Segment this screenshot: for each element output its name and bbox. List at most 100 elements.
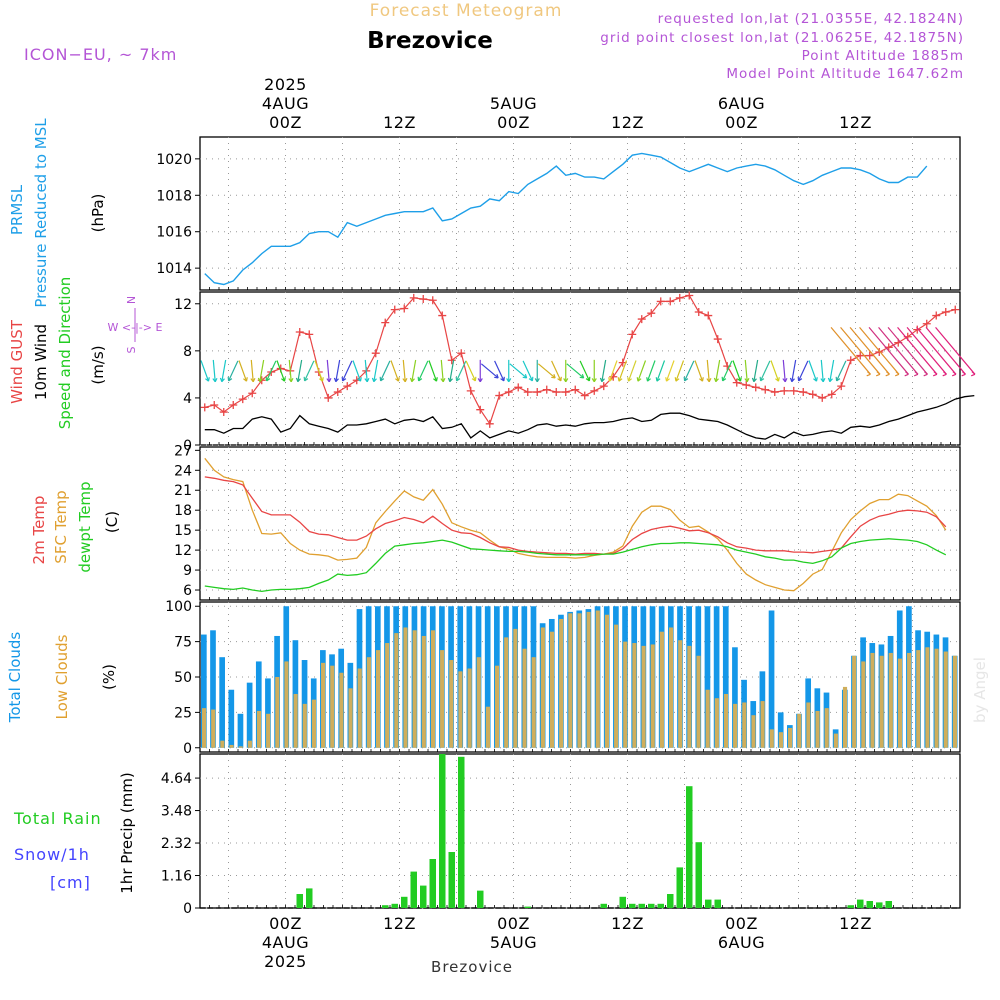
gust-marker (390, 305, 399, 314)
total-cloud-bar (219, 657, 225, 748)
rain-bar (458, 756, 465, 908)
wind-arrow (916, 326, 957, 375)
wind-arrow-head (797, 376, 803, 382)
wind-arrow-head (636, 377, 642, 382)
wind-arrow-head (579, 373, 585, 379)
wind-arrow (770, 360, 780, 382)
gust-marker (827, 390, 836, 399)
y-tick-label: 12 (174, 543, 192, 559)
low-cloud-bar (751, 715, 756, 748)
gust-marker (523, 388, 532, 397)
wind-arrow (753, 359, 759, 382)
wind-ylabel: (m/s) (89, 345, 107, 384)
wind-arrow-head (477, 378, 483, 383)
wind-arrow (627, 360, 637, 382)
low-cloud-bar (467, 668, 472, 748)
requested-coords: requested lon,lat (21.0355E, 42.1824N) (658, 11, 964, 27)
y-tick-label: 1018 (156, 188, 192, 204)
gust-marker (219, 408, 228, 417)
rain-bar (420, 885, 427, 908)
rain-bar (676, 867, 683, 908)
point-altitude: Point Altitude 1885m (802, 48, 964, 64)
low-cloud-bar (385, 643, 390, 748)
total-cloud-bar (768, 610, 775, 748)
low-clouds-title: Low Clouds (53, 634, 71, 719)
low-cloud-bar (852, 655, 857, 748)
wind-arrow-head (617, 377, 623, 382)
wind-arrow-head (665, 377, 670, 382)
axes-layer: 1014101610181020048126912151821242702550… (6, 75, 961, 971)
dewpt-line (204, 538, 947, 593)
wind-arrow-head (563, 378, 569, 383)
rain-bar (705, 899, 712, 908)
snow-unit: [cm] (50, 873, 91, 892)
wind-arrow (798, 360, 809, 382)
wind-arrow-head (591, 378, 597, 383)
wind-arrow-head (333, 377, 339, 383)
low-cloud-bar (806, 702, 811, 748)
rain-bar (638, 903, 645, 908)
wind-arrow (537, 363, 556, 379)
rain-bar (524, 906, 531, 908)
clouds-ylabel: (%) (100, 664, 118, 690)
time-label-bottom: 4AUG (262, 933, 309, 952)
y-tick-label: 4.64 (161, 771, 192, 787)
wind-arrow-head (904, 371, 909, 377)
wind-arrow (428, 360, 438, 382)
rain-bar (648, 903, 655, 908)
wind-arrow (297, 359, 303, 382)
wind-arrow-head (379, 376, 385, 382)
low-cloud-bar (412, 630, 417, 748)
wind-arrow-head (326, 377, 332, 383)
wind-arrow (791, 359, 797, 382)
y-tick-label: 1016 (156, 225, 192, 241)
total-cloud-bar (201, 634, 207, 748)
wind-arrow-head (364, 377, 370, 383)
low-cloud-bar (897, 658, 903, 748)
precip-ylabel: 1hr Precip (mm) (118, 772, 136, 893)
wind-arrow (335, 359, 341, 382)
time-label-bottom: 6AUG (718, 933, 765, 952)
wind-arrow-head (706, 377, 712, 383)
wind-arrow-head (713, 377, 719, 383)
low-cloud-bar (220, 740, 225, 748)
wind-arrow (418, 360, 429, 382)
wind-gust-line (204, 294, 956, 426)
wind-arrow-head (627, 377, 632, 382)
time-label-top: 6AUG (718, 94, 765, 113)
total-cloud-bar (704, 606, 711, 748)
wind-arrow-head (744, 377, 750, 383)
wind-arrow (887, 326, 928, 375)
rain-bar (619, 896, 626, 908)
wind-arrow-head (205, 377, 210, 382)
wind-arrow-head (471, 376, 477, 382)
wind-arrow (304, 360, 315, 382)
y-tick-label: 2.32 (161, 836, 192, 852)
rain-bar (695, 842, 702, 908)
rain-bar (306, 888, 313, 908)
footer-location: Brezovice (431, 958, 513, 976)
wind-arrow-head (433, 377, 438, 382)
dewpt-title: dewpt Temp (76, 481, 94, 572)
wind-arrow (744, 359, 748, 382)
wind-arrow (808, 360, 818, 382)
wind-arrow (830, 326, 871, 375)
gust-marker (495, 391, 504, 400)
gust-marker (818, 393, 827, 402)
time-label-bottom: 12Z (383, 914, 416, 933)
rain-bar (714, 899, 721, 908)
low-cloud-bar (678, 640, 683, 748)
wind-arrow-head (357, 377, 362, 382)
y-tick-label: 1014 (156, 261, 192, 277)
wind-arrow-head (585, 376, 591, 382)
low-cloud-bar (934, 648, 939, 748)
y-tick-label: 25 (174, 705, 192, 721)
time-label-top: 00Z (725, 113, 758, 132)
gust-marker (504, 388, 513, 397)
total-cloud-bar (732, 647, 738, 748)
gust-marker (770, 388, 779, 397)
time-label-top: 4AUG (262, 94, 309, 113)
total-cloud-bar (713, 606, 720, 748)
wind-arrow (411, 359, 417, 382)
low-cloud-bar (485, 706, 490, 748)
